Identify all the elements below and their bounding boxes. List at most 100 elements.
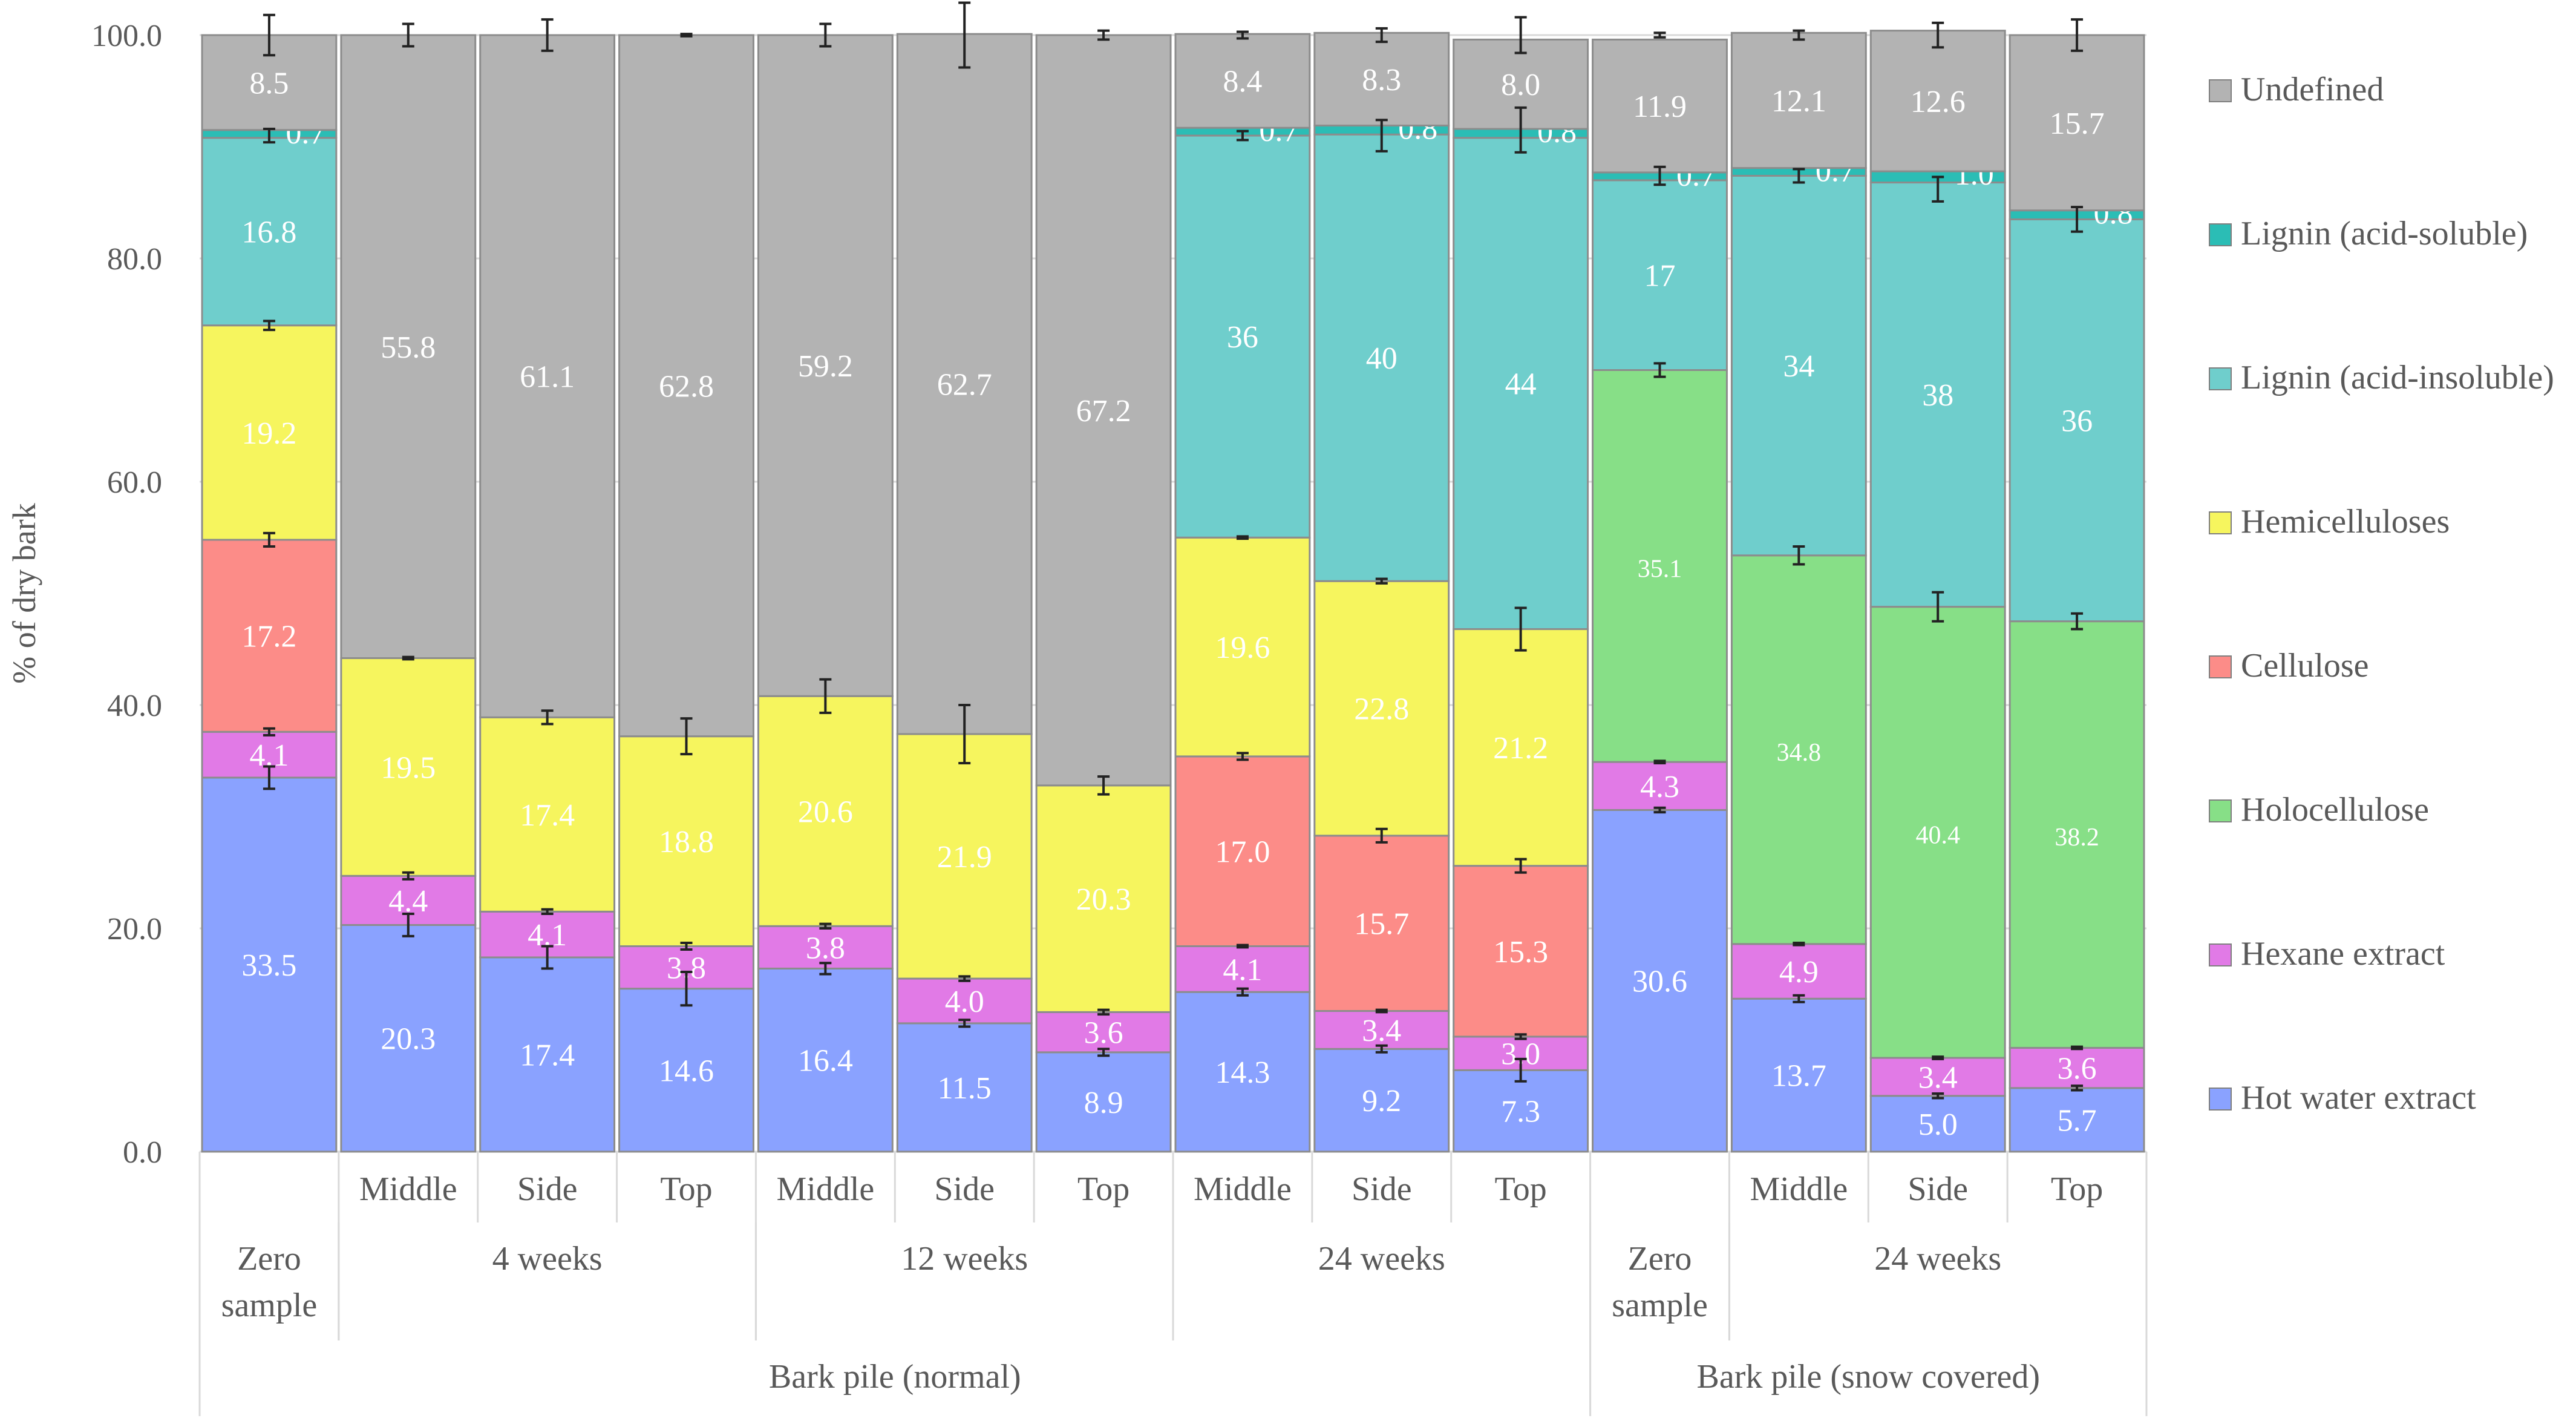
data-label: 62.7	[937, 368, 992, 402]
legend-label: Hot water extract	[2241, 1079, 2476, 1117]
data-label: 8.4	[1223, 65, 1262, 99]
bar-segment	[1313, 31, 1450, 126]
data-label: 17.0	[1215, 835, 1270, 870]
bar-segment	[1730, 997, 1867, 1153]
data-label: 19.6	[1215, 631, 1270, 665]
legend-swatch	[2209, 943, 2232, 966]
bar-segment	[1035, 34, 1172, 787]
legend-label: Hemicelluloses	[2241, 503, 2450, 540]
legend-swatch	[2209, 655, 2232, 678]
legend-label: Undefined	[2241, 71, 2384, 108]
bar-segment	[757, 695, 894, 927]
data-label: 8.0	[1501, 68, 1540, 102]
bar-segment	[1592, 761, 1728, 811]
bar-segment	[2009, 1087, 2145, 1153]
bar-segment	[1313, 133, 1450, 582]
bar-segment	[1453, 865, 1589, 1038]
data-label: 3.4	[1362, 1014, 1401, 1048]
data-label: 20.3	[381, 1022, 436, 1057]
data-label: 15.7	[1354, 907, 1409, 942]
data-label: 4.3	[1640, 770, 1679, 804]
data-label: 4.9	[1779, 955, 1819, 989]
y-axis-title: % of dry bark	[6, 503, 42, 683]
data-label: 22.8	[1354, 692, 1409, 727]
bar-segment	[896, 33, 1033, 735]
data-label: 61.1	[520, 360, 575, 395]
data-label: 62.8	[659, 369, 714, 404]
data-label: 8.9	[1084, 1086, 1123, 1120]
data-label: 5.7	[2058, 1103, 2097, 1138]
x-group-label: sample	[1612, 1287, 1708, 1324]
data-label: 21.9	[937, 840, 992, 874]
x-subcategory-label: Middle	[1194, 1170, 1292, 1208]
data-label: 30.6	[1632, 965, 1687, 999]
bar-segment	[1174, 945, 1311, 993]
data-label: 15.7	[2050, 107, 2105, 141]
x-subcategory-label: Top	[660, 1170, 712, 1208]
bar-segment	[1174, 755, 1311, 948]
legend-swatch	[2209, 1088, 2232, 1111]
data-label: 34.8	[1777, 739, 1822, 767]
bar-segment	[201, 776, 338, 1153]
bar-segment	[618, 735, 754, 948]
bar-segment	[340, 34, 477, 660]
data-label: 17.4	[520, 798, 575, 833]
x-subcategory-label: Side	[1907, 1170, 1968, 1208]
x-pile-label: Bark pile (snow covered)	[1696, 1358, 2040, 1396]
data-label: 44	[1505, 367, 1537, 402]
data-label: 12.6	[1911, 85, 1966, 119]
bar-segment	[896, 733, 1033, 980]
x-group-label: sample	[221, 1287, 318, 1324]
y-tick-label: 100.0	[91, 19, 162, 53]
data-label: 35.1	[1638, 555, 1682, 583]
data-label: 7.3	[1501, 1095, 1540, 1129]
data-label: 11.9	[1633, 90, 1687, 124]
legend-label: Cellulose	[2241, 647, 2369, 684]
legend-label: Hexane extract	[2241, 935, 2445, 973]
data-label: 21.2	[1493, 731, 1548, 766]
legend-label: Holocellulose	[2241, 791, 2429, 828]
bar-segment	[1730, 174, 1867, 557]
bar-segment	[1730, 31, 1867, 169]
data-label: 17.2	[241, 620, 296, 654]
data-label: 38	[1922, 378, 1953, 413]
legend-swatch	[2209, 799, 2232, 822]
y-tick-label: 80.0	[107, 242, 162, 277]
data-label: 38.2	[2055, 824, 2099, 851]
data-label: 17	[1644, 259, 1676, 294]
x-group-label: 12 weeks	[901, 1240, 1028, 1278]
y-tick-label: 60.0	[107, 465, 162, 500]
data-label: 34	[1783, 349, 1814, 384]
bar-segment	[1313, 1010, 1450, 1050]
bar-segment	[618, 34, 754, 738]
bar-segment	[479, 910, 616, 959]
bar-segment	[757, 925, 894, 970]
data-label: 55.8	[381, 330, 436, 365]
data-label: 59.2	[798, 349, 853, 384]
data-label: 40.4	[1915, 821, 1960, 849]
data-label: 3.6	[1084, 1016, 1123, 1051]
data-label: 4.0	[945, 985, 984, 1019]
data-label: 14.3	[1215, 1055, 1270, 1090]
x-pile-label: Bark pile (normal)	[769, 1358, 1021, 1396]
data-label: 20.3	[1076, 882, 1131, 917]
bar-segment	[1592, 38, 1728, 174]
legend-swatch	[2209, 79, 2232, 102]
bar-segment	[1174, 991, 1311, 1153]
data-label: 19.2	[241, 416, 296, 451]
y-tick-label: 0.0	[123, 1135, 162, 1170]
data-label: 67.2	[1076, 394, 1131, 428]
x-group-label: Zero	[237, 1240, 301, 1278]
data-label: 16.4	[798, 1044, 853, 1078]
x-subcategory-label: Top	[1494, 1170, 1546, 1208]
bar-segment	[2009, 620, 2145, 1049]
bar-segment	[479, 34, 616, 718]
data-label: 20.6	[798, 795, 853, 829]
x-group-label: 24 weeks	[1874, 1240, 2001, 1278]
data-label: 36	[1227, 320, 1258, 355]
data-label: 15.3	[1493, 935, 1548, 970]
x-subcategory-label: Top	[2051, 1170, 2103, 1208]
bar-segment	[1313, 835, 1450, 1012]
